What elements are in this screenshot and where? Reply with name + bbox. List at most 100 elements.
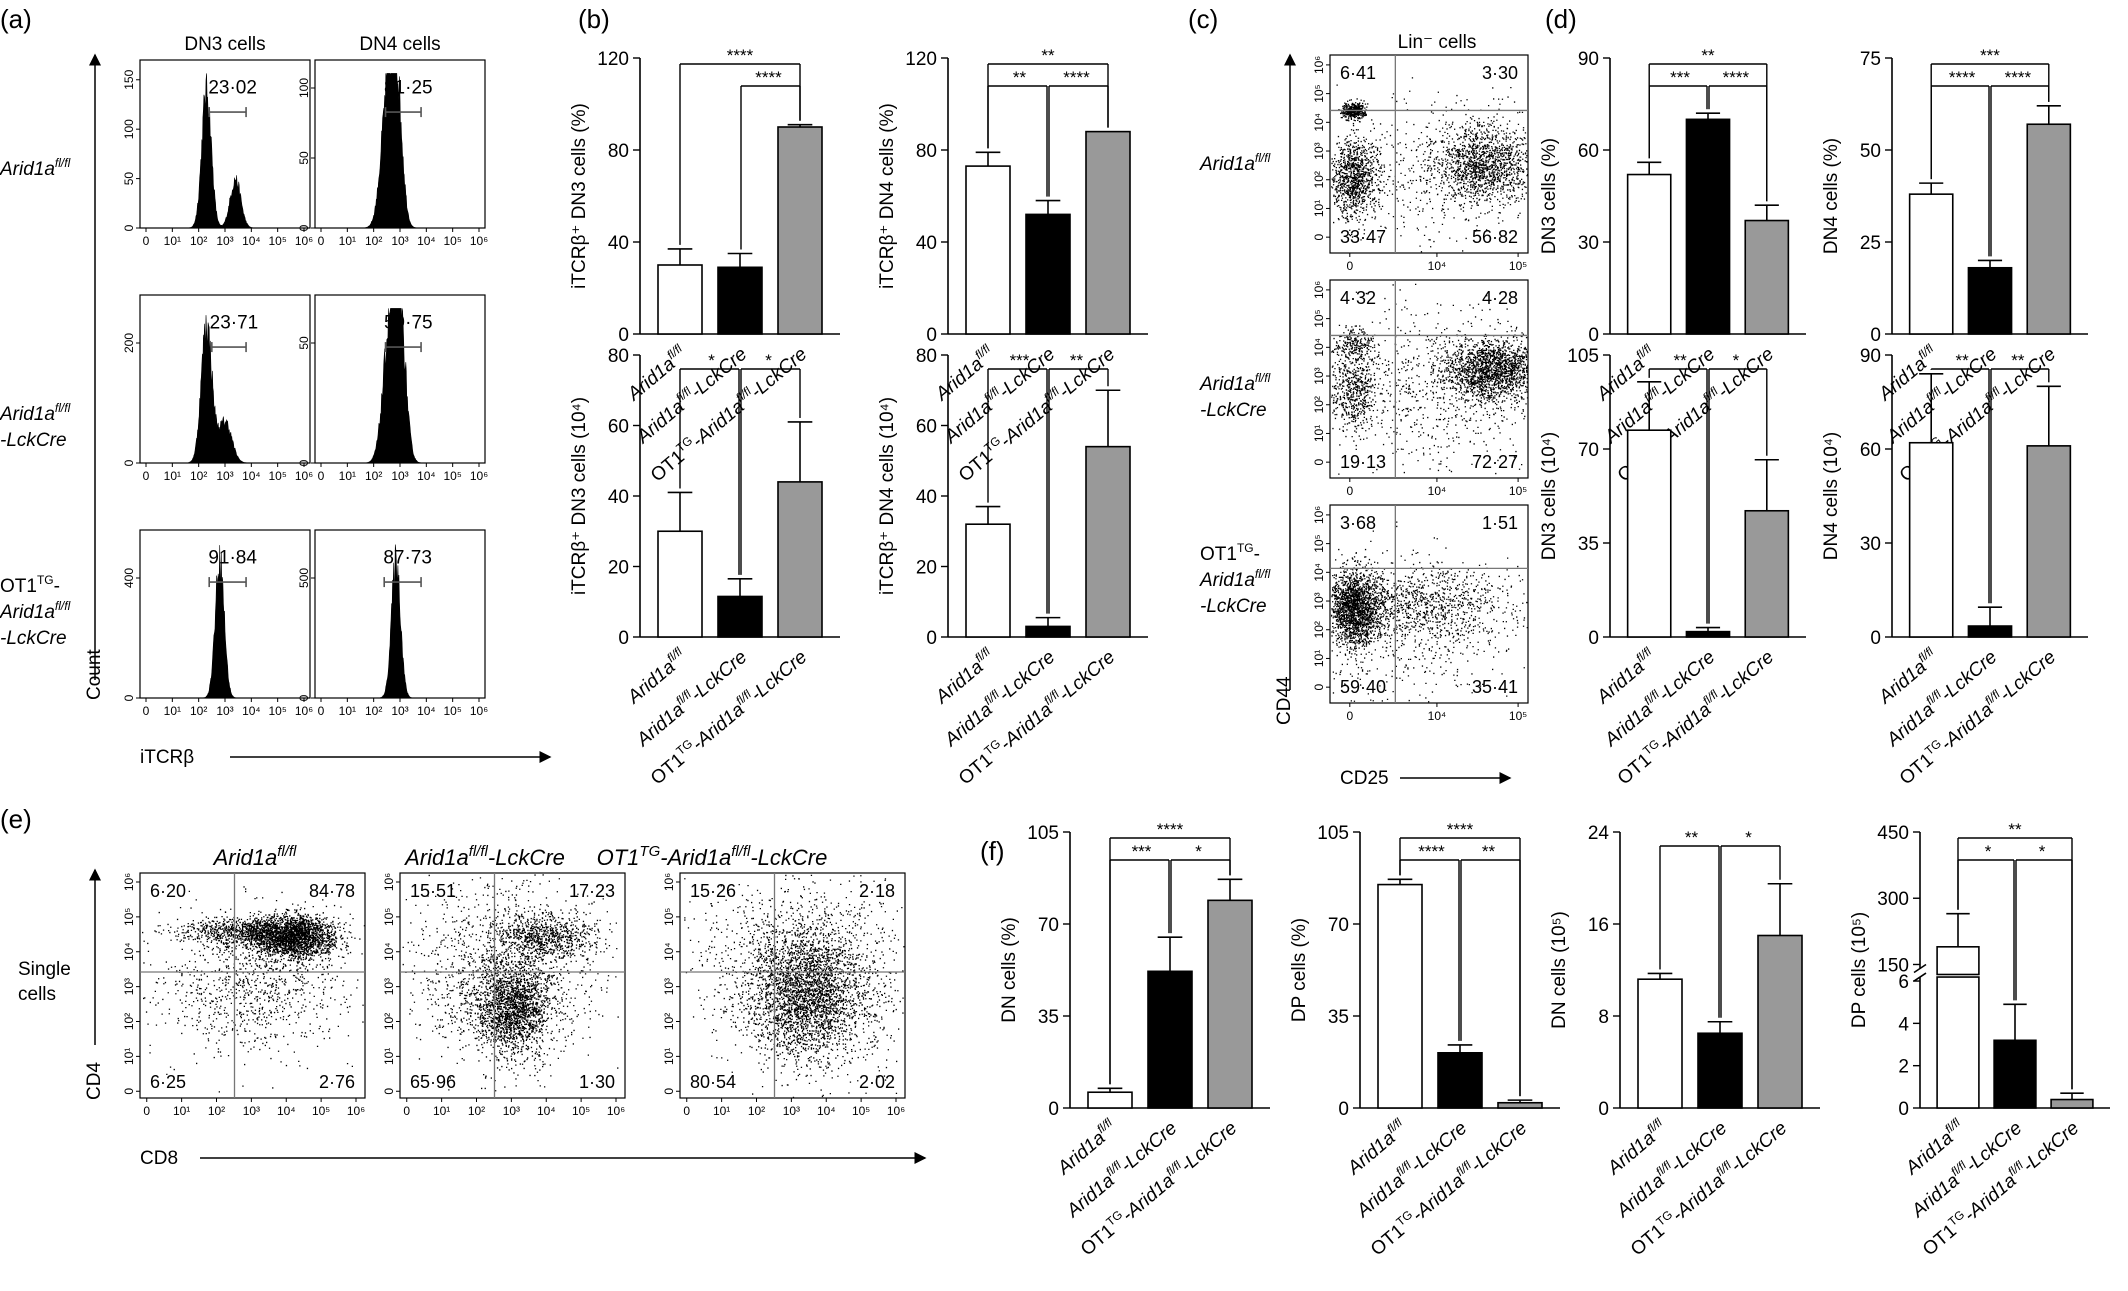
x-tick-label: 10¹ (339, 469, 356, 483)
panel-e-title-3: OT1TG-Arid1afl/fl-LckCre (597, 843, 828, 870)
histogram-fill (146, 73, 304, 229)
x-tick-label: 10⁵ (269, 234, 287, 248)
svg-text:Arid1afl/fl: Arid1afl/fl (0, 599, 71, 623)
histogram-fill (146, 545, 304, 699)
y-tick-label: 10⁶ (1312, 281, 1326, 299)
panel-letter-c: (c) (1188, 4, 1218, 34)
bar-ot (1497, 1101, 1543, 1109)
y-tick-label: 40 (608, 487, 629, 508)
plot-frame (139, 872, 366, 1099)
y-tick-label: 10⁵ (1312, 84, 1326, 102)
y-tick-label: 80 (608, 141, 629, 162)
y-tick-label: 10² (662, 1013, 676, 1030)
x-tick-label: 0 (143, 234, 150, 248)
x-tick-label: 0 (143, 469, 150, 483)
y-tick-label: 10¹ (1312, 650, 1326, 667)
significance-label: **** (1949, 68, 1976, 87)
y-tick-label: 0 (618, 325, 629, 346)
x-tick-label: 0 (683, 1104, 690, 1118)
plot-frame (1329, 504, 1529, 704)
panel-a-col-title-dn3: DN3 cells (184, 34, 265, 55)
label-ot-line3: -LckCre (0, 628, 67, 649)
y-tick-label: 10⁴ (1312, 113, 1326, 132)
x-tick-label: 10³ (216, 469, 233, 483)
quadrant-lr: 2·76 (319, 1072, 355, 1092)
y-tick-label: 35 (1038, 1007, 1059, 1028)
x-tick-label: 10⁴ (277, 1104, 296, 1118)
quadrant-ul: 4·32 (1340, 288, 1376, 308)
y-tick-label: 10¹ (1312, 200, 1326, 217)
quadrant-ul: 15·51 (410, 881, 456, 901)
quadrant-lr: 56·82 (1472, 227, 1518, 247)
histogram-fill (321, 544, 479, 699)
x-tick-label: 10⁴ (417, 469, 436, 483)
label-ot-gene-sup: fl/fl (55, 599, 71, 613)
y-axis-title: iTCRβ⁺ DN3 cells (%) (569, 103, 590, 289)
histogram-3: 0 10¹ 10² 10³ 10⁴ 10⁵ 10⁶ 0 50 59·75 (297, 294, 488, 483)
bar-ot (1207, 899, 1253, 1109)
panel-a-row-label-wt: Arid1afl/fl (0, 156, 71, 180)
bar-ko (717, 266, 763, 335)
y-tick-label: 70 (1328, 915, 1349, 936)
significance-label: *** (1980, 46, 2000, 65)
bar-wt-lower (1936, 976, 1980, 1109)
significance-label: ** (1673, 351, 1687, 370)
y-tick-label: 10¹ (122, 1048, 136, 1065)
y-tick-label: 0 (1598, 1099, 1609, 1120)
panel-letter-e: (e) (0, 804, 32, 834)
y-tick-label: 10⁵ (382, 908, 396, 926)
x-tick-label: 10³ (391, 234, 408, 248)
x-tick-label: 10⁴ (817, 1104, 836, 1118)
svg-text:Arid1afl/fl: Arid1afl/fl (212, 843, 297, 870)
y-tick-label: 10² (122, 1013, 136, 1030)
x-tick-label: 10⁴ (1428, 484, 1447, 498)
panel-e-title-1: Arid1afl/fl (212, 843, 297, 870)
y-tick-label: 0 (1588, 628, 1599, 649)
significance-label: * (1985, 842, 1992, 861)
panel-letter-f: (f) (980, 836, 1005, 866)
bar-ko (1685, 118, 1731, 335)
y-tick-label: 0 (1338, 1099, 1349, 1120)
histogram-1: 0 10¹ 10² 10³ 10⁴ 10⁵ 10⁶ 0 50 100 81·25 (297, 59, 488, 248)
y-tick-label: 60 (1578, 141, 1599, 162)
svg-text:-LckCre: -LckCre (1200, 400, 1267, 421)
significance-label: **** (727, 46, 754, 65)
y-tick-label: 10³ (122, 978, 136, 995)
y-tick-label: 0 (1870, 628, 1881, 649)
bar-ko (1437, 1052, 1483, 1109)
panel-c-dot-plots: Lin⁻ cells Arid1afl/fl Arid1afl/fl -LckC… (1199, 32, 1529, 789)
x-tick-label: 10⁶ (470, 469, 488, 483)
x-tick-label: 10³ (216, 234, 233, 248)
quadrant-lr: 72·27 (1472, 452, 1518, 472)
bar-wt (1908, 441, 1954, 638)
y-tick-label: 80 (608, 346, 629, 367)
y-tick-label: 25 (1860, 233, 1881, 254)
bar-ot (1085, 445, 1131, 638)
y-tick-label: 105 (1317, 823, 1349, 844)
y-tick-label: 0 (1312, 234, 1326, 241)
y-axis-title: iTCRβ⁺ DN4 cells (10⁴) (877, 397, 898, 595)
y-tick-label: 105 (1027, 823, 1059, 844)
quadrant-ul: 6·41 (1340, 63, 1376, 83)
significance-label: ** (1955, 351, 1969, 370)
axis-break (1913, 963, 1927, 974)
label-ot-gene: Arid1a (0, 602, 55, 623)
x-tick-label: 10⁴ (1428, 259, 1447, 273)
bar-wt (1936, 946, 1980, 976)
y-tick-label: 16 (1588, 915, 1609, 936)
x-tick-label: 10² (365, 234, 382, 248)
significance-label: **** (1063, 68, 1090, 87)
gate-percentage: 91·84 (208, 548, 257, 569)
svg-text:Arid1afl/fl: Arid1afl/fl (1199, 151, 1271, 175)
bar-ot (777, 126, 823, 335)
label-ot-prefix: OT1 (0, 576, 37, 597)
x-tick-label: 10⁵ (572, 1104, 590, 1118)
x-tick-label: 10¹ (713, 1104, 730, 1118)
x-tick-label: 10³ (391, 704, 408, 718)
quadrant-lr: 1·30 (579, 1072, 615, 1092)
y-tick-label: 120 (597, 49, 629, 70)
